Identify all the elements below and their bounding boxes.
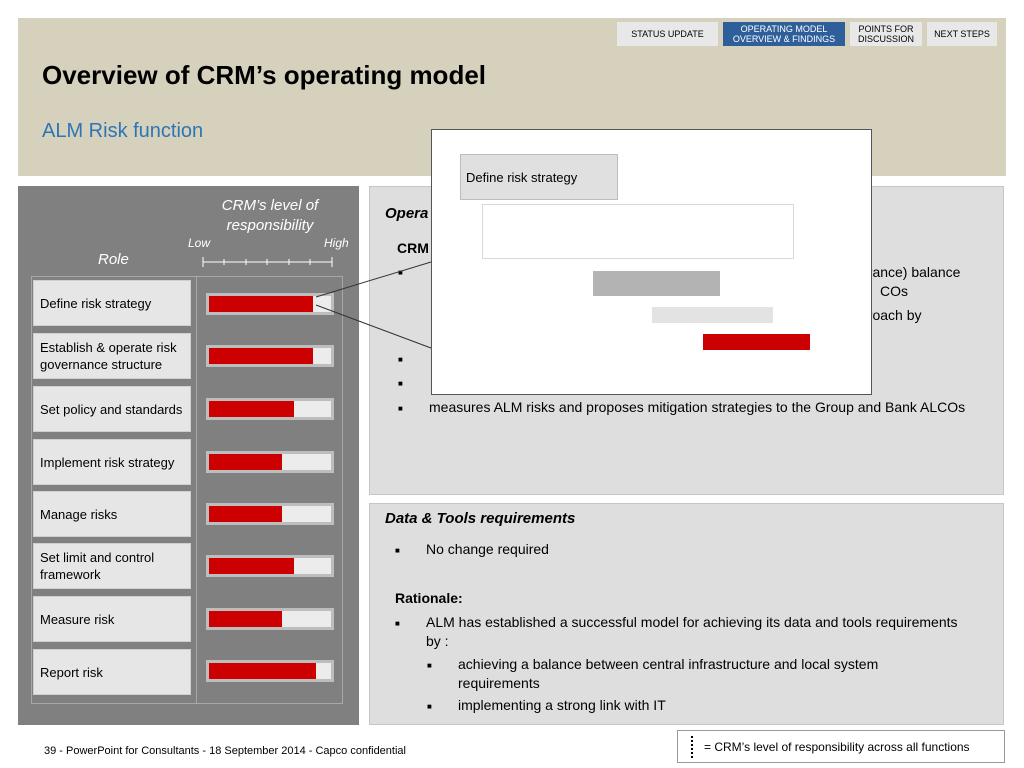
operating-heading: Opera	[385, 205, 429, 222]
ops-text-fragment: proach by	[860, 307, 922, 323]
role-heading: Role	[98, 251, 129, 268]
role-governance-structure: Establish & operate risk governance stru…	[33, 333, 191, 379]
bullet-icon: ■	[427, 661, 432, 670]
level-bar-manage	[206, 503, 334, 525]
level-fill	[209, 558, 295, 574]
role-report-risk: Report risk	[33, 649, 191, 695]
callout-placeholder-box	[482, 204, 794, 259]
bullet-icon: ■	[395, 546, 400, 555]
level-scale	[202, 257, 333, 267]
data-sub-bullet-balance: achieving a balance between central infr…	[458, 656, 879, 691]
role-define-risk-strategy: Define risk strategy	[33, 280, 191, 326]
role-implement-risk-strategy: Implement risk strategy	[33, 439, 191, 485]
low-label: Low	[188, 236, 211, 250]
role-manage-risks: Manage risks	[33, 491, 191, 537]
level-bar-implement	[206, 451, 334, 473]
data-sub-bullet-it: implementing a strong link with IT	[458, 697, 666, 713]
callout-bar-grey	[593, 271, 720, 296]
level-bar-governance	[206, 345, 334, 367]
ops-text-fragment: urance) balance	[860, 264, 961, 280]
level-fill	[209, 348, 313, 364]
bullet-icon: ■	[398, 379, 403, 388]
bullet-icon: ■	[398, 268, 403, 277]
bullet-icon: ■	[395, 619, 400, 628]
data-tools-panel	[369, 503, 1004, 725]
rationale-heading: Rationale:	[395, 590, 463, 606]
tab-next-steps[interactable]: NEXT STEPS	[927, 22, 997, 46]
tab-operating-model[interactable]: OPERATING MODEL OVERVIEW & FINDINGS	[723, 22, 845, 46]
level-fill	[209, 506, 283, 522]
level-heading: CRM’s level of responsibility	[221, 197, 319, 234]
level-bar-policy	[206, 398, 334, 420]
role-policy-standards: Set policy and standards	[33, 386, 191, 432]
data-bullet-no-change: No change required	[426, 541, 549, 557]
role-grid	[31, 276, 343, 704]
tab-points-for-discussion[interactable]: POINTS FOR DISCUSSION	[850, 22, 922, 46]
high-label: High	[324, 236, 349, 250]
data-bullet-rationale: ALM has established a successful model f…	[426, 614, 958, 649]
bullet-icon: ■	[398, 404, 403, 413]
level-fill	[209, 296, 313, 312]
dotted-line-icon	[691, 735, 693, 758]
footer-text: 39 - PowerPoint for Consultants - 18 Sep…	[44, 745, 406, 757]
level-fill	[209, 611, 283, 627]
level-fill	[209, 663, 317, 679]
level-bar-report	[206, 660, 334, 682]
bullet-icon: ■	[398, 355, 403, 364]
tab-status-update[interactable]: STATUS UPDATE	[617, 22, 718, 46]
legend-box: = CRM’s level of responsibility across a…	[677, 730, 1005, 763]
level-fill	[209, 454, 283, 470]
callout-bar-red	[703, 334, 810, 350]
data-tools-heading: Data & Tools requirements	[385, 510, 576, 527]
level-bar-limit	[206, 555, 334, 577]
level-bar-measure	[206, 608, 334, 630]
role-measure-risk: Measure risk	[33, 596, 191, 642]
role-limit-control: Set limit and control framework	[33, 543, 191, 589]
page-subtitle: ALM Risk function	[42, 120, 204, 142]
crm-heading: CRM	[397, 240, 429, 256]
bullet-icon: ■	[427, 702, 432, 711]
level-bar-define-risk-strategy	[206, 293, 334, 315]
ops-text-fragment: COs	[880, 283, 908, 299]
legend-text: = CRM’s level of responsibility across a…	[704, 739, 970, 754]
callout-bar-light	[652, 307, 773, 323]
page-title: Overview of CRM’s operating model	[42, 60, 487, 90]
callout-role-label: Define risk strategy	[460, 154, 618, 200]
level-fill	[209, 401, 295, 417]
grid-divider	[196, 276, 197, 704]
ops-bullet-measures: measures ALM risks and proposes mitigati…	[429, 399, 966, 415]
